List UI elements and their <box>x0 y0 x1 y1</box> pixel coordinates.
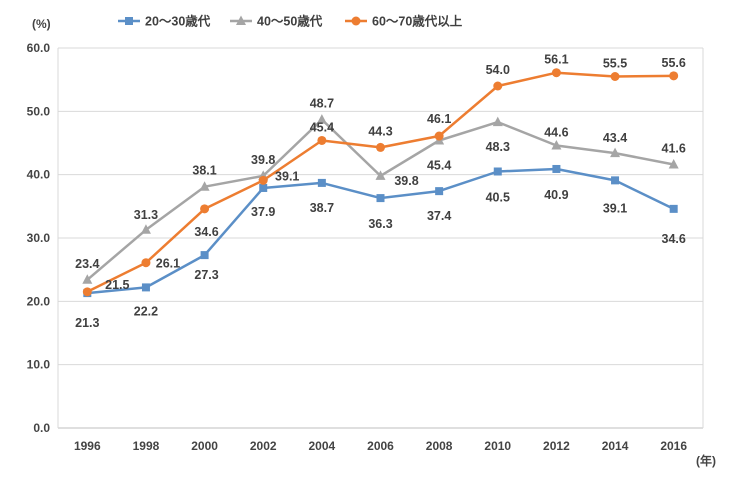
data-point-0-2008 <box>435 187 444 196</box>
data-label: 40.9 <box>544 188 568 202</box>
data-label: 54.0 <box>486 63 510 77</box>
data-point-2-1998 <box>141 258 151 268</box>
legend-marker-triangle <box>236 15 246 25</box>
data-point-2-2010 <box>493 81 503 91</box>
data-label: 37.9 <box>251 205 275 219</box>
legend-entry-label: 60〜70歳代以上 <box>372 14 463 29</box>
legend-entry-label: 20〜30歳代 <box>145 14 211 29</box>
data-point-2-2008 <box>434 131 444 141</box>
x-tick-label: 1998 <box>133 439 160 453</box>
data-point-2-2000 <box>200 204 210 214</box>
data-point-0-2014 <box>611 176 620 185</box>
data-label: 43.4 <box>603 131 627 145</box>
data-label: 34.6 <box>662 232 686 246</box>
data-label: 48.7 <box>310 97 334 111</box>
y-tick-label: 10.0 <box>27 358 51 372</box>
x-tick-label: 2016 <box>660 439 687 453</box>
data-label: 38.7 <box>310 201 334 215</box>
data-point-1-1996 <box>82 274 93 284</box>
x-axis-unit-label: (年) <box>696 453 716 468</box>
data-label: 40.5 <box>486 191 510 205</box>
legend: 20〜30歳代 40〜50歳代 60〜70歳代以上 <box>118 14 463 29</box>
data-point-0-2010 <box>493 167 502 176</box>
data-label: 38.1 <box>192 164 216 178</box>
data-label: 37.4 <box>427 209 451 223</box>
y-tick-label: 60.0 <box>27 41 51 55</box>
data-label: 34.6 <box>194 225 218 239</box>
data-point-2-1996 <box>82 287 92 297</box>
legend-marker-circle <box>351 16 361 26</box>
data-point-1-2006 <box>375 170 386 180</box>
data-point-0-2000 <box>200 251 209 260</box>
legend-marker-square <box>125 17 133 25</box>
data-point-1-1998 <box>140 224 151 234</box>
data-label: 55.6 <box>662 56 686 70</box>
data-point-0-2006 <box>376 194 385 203</box>
data-label: 22.2 <box>134 304 158 318</box>
data-point-1-2012 <box>551 140 562 150</box>
data-point-0-2016 <box>669 204 678 213</box>
axes: 0.0 10.0 20.0 30.0 40.0 50.0 60.0 1996 1998 2000 2… <box>27 41 688 453</box>
data-label: 48.3 <box>486 140 510 154</box>
y-tick-label: 0.0 <box>33 421 50 435</box>
gridlines <box>57 47 704 429</box>
data-label: 39.8 <box>394 174 418 188</box>
data-label: 41.6 <box>662 142 686 156</box>
data-label: 21.5 <box>105 278 129 292</box>
x-tick-label: 2008 <box>426 439 453 453</box>
data-label: 46.1 <box>427 112 451 126</box>
x-tick-label: 2002 <box>250 439 277 453</box>
data-point-0-2002 <box>259 183 268 192</box>
data-point-1-2004 <box>316 114 327 124</box>
data-label: 36.3 <box>368 217 392 231</box>
data-point-1-2000 <box>199 181 210 191</box>
data-label: 27.3 <box>194 268 218 282</box>
data-point-2-2016 <box>669 71 679 81</box>
data-point-1-2010 <box>492 116 503 127</box>
data-point-2-2002 <box>258 175 268 185</box>
data-label: 23.4 <box>75 257 99 271</box>
data-label: 39.8 <box>251 153 275 167</box>
data-point-0-2012 <box>552 164 561 173</box>
x-tick-label: 2004 <box>309 439 336 453</box>
data-labels: 21.3 22.2 27.3 37.9 38.7 36.3 37.4 40.5 40.9 39.1… <box>75 53 686 330</box>
data-point-2-2004 <box>317 135 327 145</box>
data-label: 39.1 <box>603 201 627 215</box>
data-label: 39.1 <box>275 169 299 183</box>
data-point-0-1998 <box>141 283 150 292</box>
data-label: 56.1 <box>544 53 568 67</box>
data-label: 44.6 <box>544 126 568 140</box>
x-tick-label: 2014 <box>602 439 629 453</box>
data-label: 31.3 <box>134 208 158 222</box>
series <box>82 68 679 298</box>
y-tick-label: 50.0 <box>27 104 51 118</box>
x-tick-label: 1996 <box>74 439 101 453</box>
data-label: 44.3 <box>368 124 392 138</box>
x-tick-label: 2006 <box>367 439 394 453</box>
data-label: 26.1 <box>156 257 180 271</box>
data-point-1-2016 <box>668 159 679 169</box>
data-point-1-2014 <box>610 147 621 158</box>
data-point-2-2006 <box>376 142 385 152</box>
data-label: 45.4 <box>427 158 451 172</box>
y-tick-label: 40.0 <box>27 168 51 182</box>
data-label: 21.3 <box>75 316 99 330</box>
data-label: 45.4 <box>310 120 334 134</box>
y-tick-label: 20.0 <box>27 294 51 308</box>
x-tick-label: 2000 <box>191 439 218 453</box>
y-axis-unit-label: (%) <box>32 17 51 31</box>
x-tick-label: 2012 <box>543 439 570 453</box>
data-point-2-2012 <box>551 68 561 78</box>
data-point-0-2004 <box>317 178 326 187</box>
legend-entry-label: 40〜50歳代 <box>257 14 323 29</box>
data-point-2-2014 <box>610 72 620 81</box>
data-label: 55.5 <box>603 57 627 71</box>
x-tick-label: 2010 <box>484 439 511 453</box>
y-tick-label: 30.0 <box>27 231 51 245</box>
